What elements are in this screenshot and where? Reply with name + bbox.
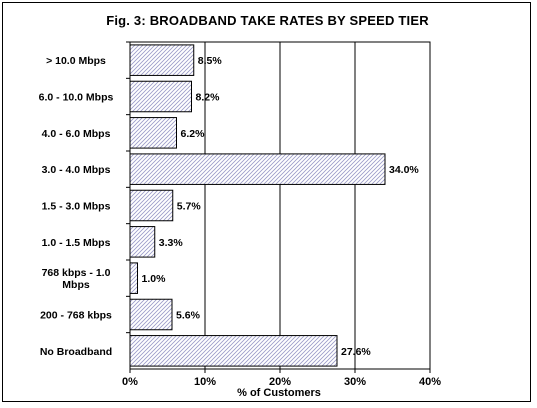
bar xyxy=(129,298,173,331)
bar xyxy=(129,189,174,222)
value-label: 6.2% xyxy=(181,128,206,140)
category-label: No Broadband xyxy=(40,346,112,358)
chart-title: Fig. 3: BROADBAND TAKE RATES BY SPEED TI… xyxy=(106,13,429,28)
bar xyxy=(129,117,177,149)
value-label: 34.0% xyxy=(389,164,419,176)
category-label: > 10.0 Mbps xyxy=(46,55,106,67)
bar xyxy=(129,226,156,258)
value-label: 27.6% xyxy=(341,346,371,358)
label-layer: 0% 10% 20% 30% 40% % of Customers > 10.0 Mbps 8… xyxy=(39,55,442,399)
x-tick-label: 0% xyxy=(122,376,138,388)
category-label: 4.0 - 6.0 Mbps xyxy=(42,128,111,140)
x-axis-title: % of Customers xyxy=(237,387,321,399)
category-label: 1.0 - 1.5 Mbps xyxy=(42,237,111,249)
x-tick-label: 20% xyxy=(269,376,291,388)
value-label: 8.5% xyxy=(198,55,223,67)
value-label: 5.7% xyxy=(177,201,202,213)
category-label: 768 kbps - 1.0 xyxy=(42,267,111,279)
category-label: 3.0 - 4.0 Mbps xyxy=(42,164,111,176)
value-label: 5.6% xyxy=(176,310,201,322)
value-label: 3.3% xyxy=(159,237,184,249)
bar xyxy=(129,44,195,76)
bar xyxy=(129,335,338,367)
value-label: 8.2% xyxy=(196,92,221,104)
x-tick-label: 40% xyxy=(419,376,441,388)
category-label: 1.5 - 3.0 Mbps xyxy=(42,201,111,213)
category-label: 200 - 768 kbps xyxy=(40,310,112,322)
x-tick-label: 10% xyxy=(194,376,216,388)
bar xyxy=(129,80,192,113)
value-label: 1.0% xyxy=(142,273,167,285)
bar-layer xyxy=(129,44,386,367)
bar xyxy=(129,153,386,185)
x-tick-label: 30% xyxy=(344,376,366,388)
category-label: Mbps xyxy=(62,279,90,291)
category-label: 6.0 - 10.0 Mbps xyxy=(39,92,114,104)
bar xyxy=(129,262,138,294)
